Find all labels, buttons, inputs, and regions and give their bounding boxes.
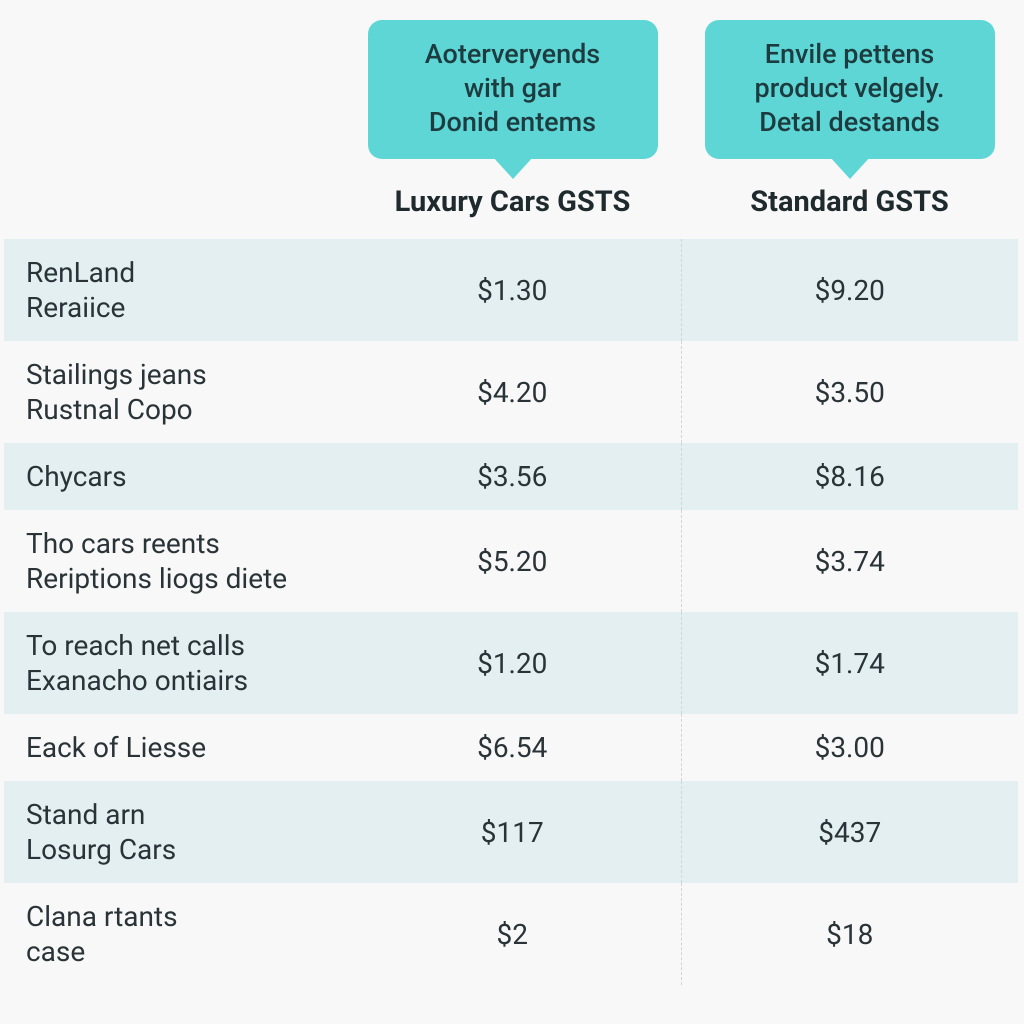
cell-luxury: $6.54 bbox=[344, 714, 681, 781]
cell-luxury: $1.30 bbox=[344, 239, 681, 341]
cell-luxury: $5.20 bbox=[344, 510, 681, 612]
table-row: Clana rtants case$2$18 bbox=[4, 883, 1018, 985]
table-row: Tho cars reents Reriptions liogs diete$5… bbox=[4, 510, 1018, 612]
cell-standard: $18 bbox=[681, 883, 1018, 985]
row-label: RenLand Reraiice bbox=[4, 239, 344, 341]
comparison-table: Aoterveryends with gar Donid entems Luxu… bbox=[0, 0, 1024, 995]
row-label: Clana rtants case bbox=[4, 883, 344, 985]
callout-standard: Envile pettens product velgely. Detal de… bbox=[705, 20, 995, 159]
column-header-luxury: Luxury Cars GSTS bbox=[344, 185, 681, 231]
table-row: RenLand Reraiice$1.30$9.20 bbox=[4, 239, 1018, 341]
row-label: Tho cars reents Reriptions liogs diete bbox=[4, 510, 344, 612]
callout-luxury: Aoterveryends with gar Donid entems bbox=[368, 20, 658, 159]
row-label: Stailings jeans Rustnal Copo bbox=[4, 341, 344, 443]
table-row: To reach net calls Exanacho ontiairs$1.2… bbox=[4, 612, 1018, 714]
cell-standard: $3.50 bbox=[681, 341, 1018, 443]
row-label: To reach net calls Exanacho ontiairs bbox=[4, 612, 344, 714]
cell-luxury: $1.20 bbox=[344, 612, 681, 714]
column-header-standard: Standard GSTS bbox=[681, 185, 1018, 231]
cell-standard: $8.16 bbox=[681, 443, 1018, 510]
cell-luxury: $4.20 bbox=[344, 341, 681, 443]
data-table: RenLand Reraiice$1.30$9.20Stailings jean… bbox=[4, 239, 1018, 985]
table-row: Stailings jeans Rustnal Copo$4.20$3.50 bbox=[4, 341, 1018, 443]
cell-standard: $9.20 bbox=[681, 239, 1018, 341]
column-block-1: Aoterveryends with gar Donid entems Luxu… bbox=[344, 20, 681, 231]
cell-standard: $1.74 bbox=[681, 612, 1018, 714]
row-label: Stand arn Losurg Cars bbox=[4, 781, 344, 883]
table-row: Chycars$3.56$8.16 bbox=[4, 443, 1018, 510]
column-block-2: Envile pettens product velgely. Detal de… bbox=[681, 20, 1018, 231]
cell-luxury: $3.56 bbox=[344, 443, 681, 510]
cell-standard: $3.00 bbox=[681, 714, 1018, 781]
row-label: Eack of Liesse bbox=[4, 714, 344, 781]
row-label: Chycars bbox=[4, 443, 344, 510]
table-row: Eack of Liesse$6.54$3.00 bbox=[4, 714, 1018, 781]
cell-luxury: $117 bbox=[344, 781, 681, 883]
header-row: Aoterveryends with gar Donid entems Luxu… bbox=[4, 20, 1018, 231]
cell-luxury: $2 bbox=[344, 883, 681, 985]
table-row: Stand arn Losurg Cars$117$437 bbox=[4, 781, 1018, 883]
cell-standard: $437 bbox=[681, 781, 1018, 883]
cell-standard: $3.74 bbox=[681, 510, 1018, 612]
